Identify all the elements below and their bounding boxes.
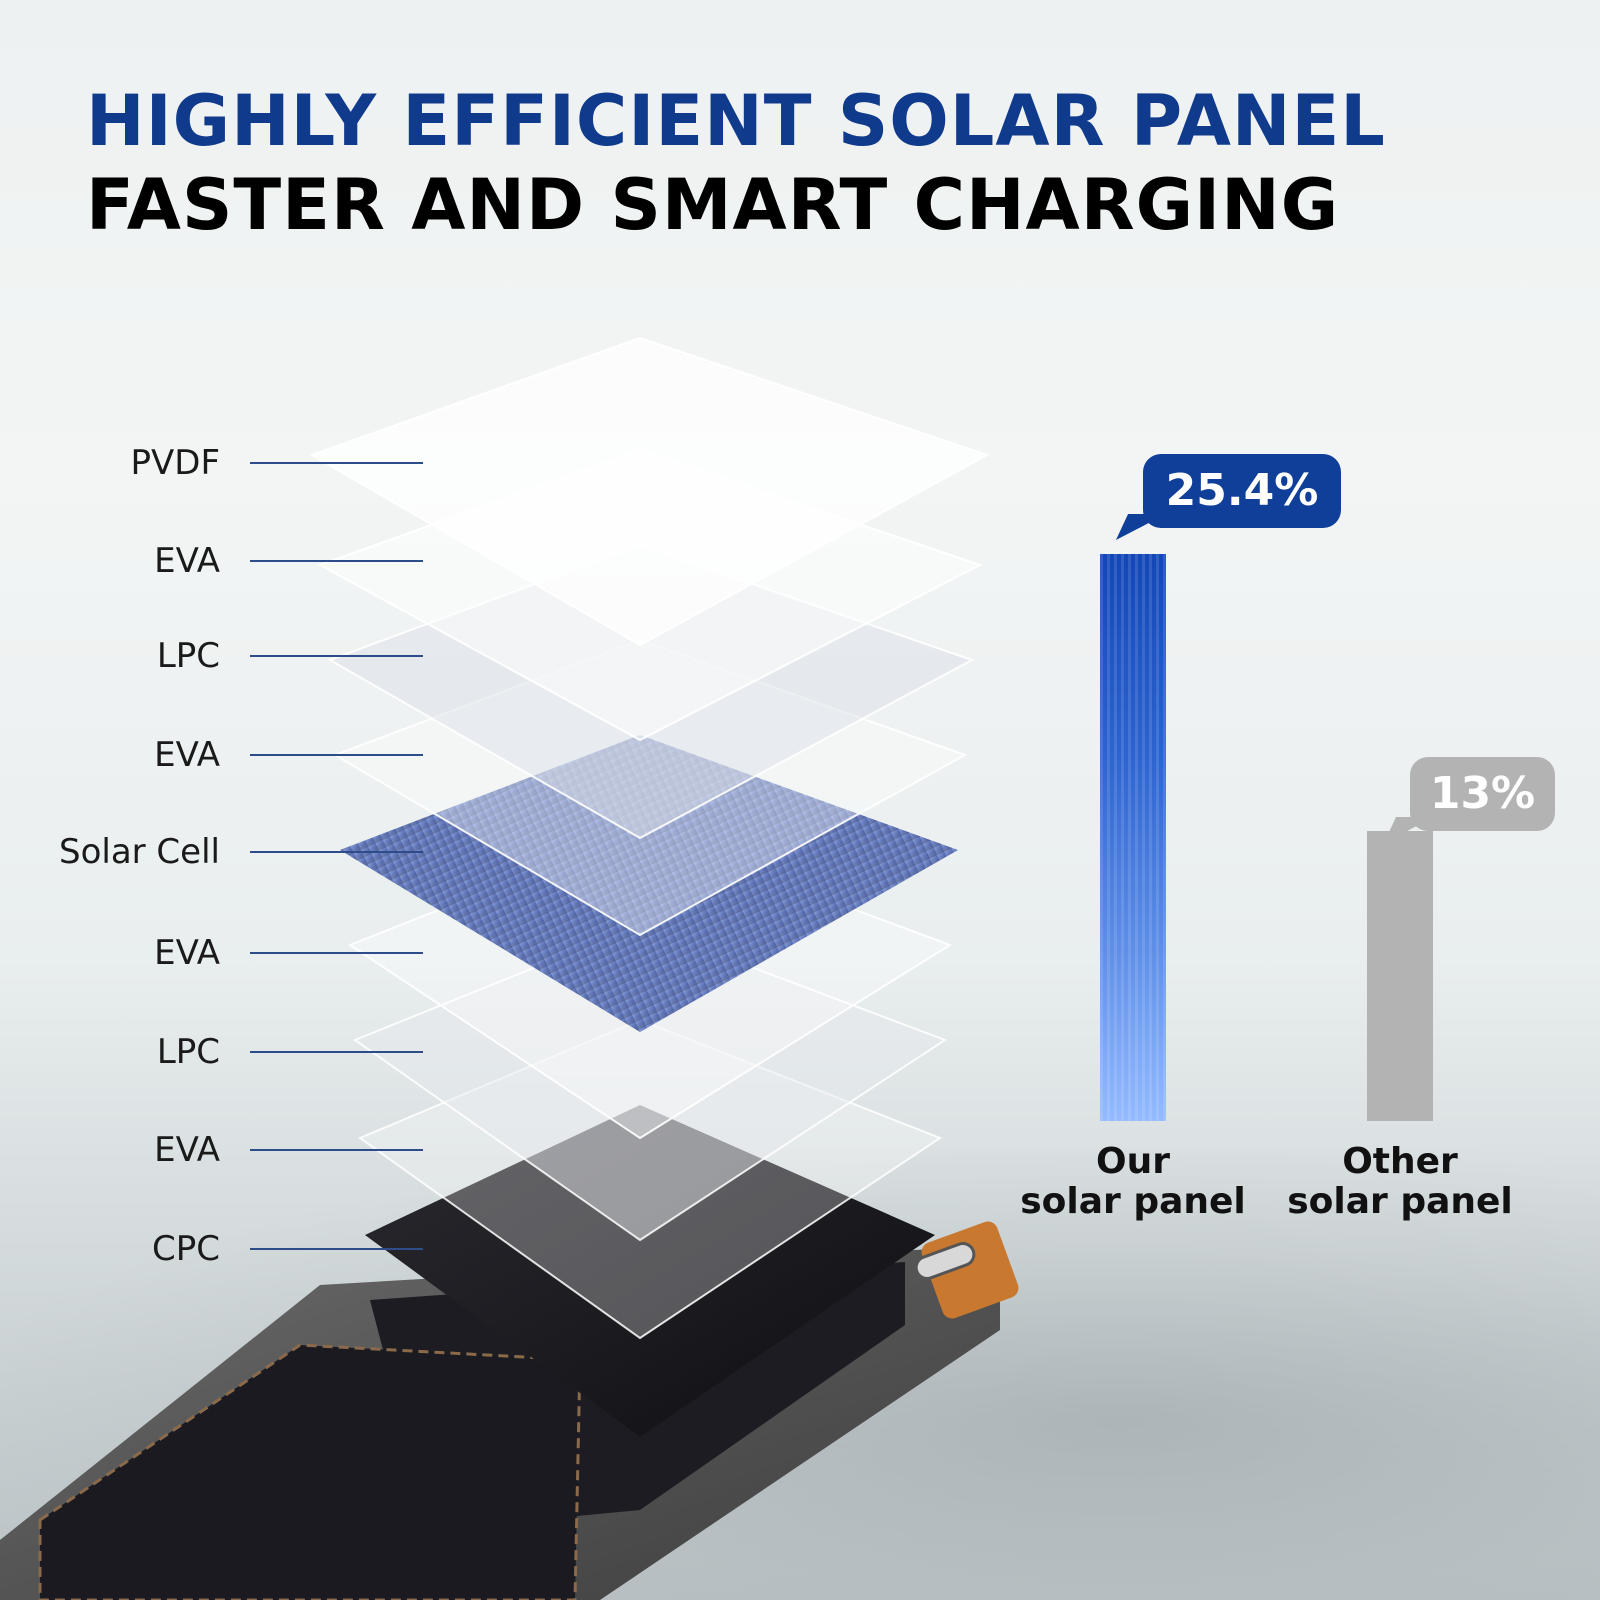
leader-line	[250, 1149, 423, 1151]
leader-line	[250, 1051, 423, 1053]
category-label-our-solar-panel: Our solar panel	[1003, 1142, 1263, 1222]
leader-line	[250, 952, 423, 954]
headline-primary: HIGHLY EFFICIENT SOLAR PANEL	[86, 80, 1386, 162]
layer-eva-4	[357, 1018, 943, 1340]
layer-pvdf	[309, 336, 990, 647]
layer-label-eva: EVA	[154, 541, 220, 581]
layer-label-solar-cell: Solar Cell	[58, 832, 220, 872]
layer-label-eva: EVA	[154, 933, 220, 973]
layer-label-pvdf: PVDF	[130, 443, 221, 483]
layer-solar-cell	[340, 735, 958, 1032]
category-label-other-line1: Other	[1342, 1141, 1458, 1182]
category-label-our-line2: solar panel	[1020, 1181, 1246, 1222]
layer-label-cpc: CPC	[152, 1229, 220, 1269]
value-label-our-solar-panel: 25.4%	[1143, 454, 1341, 528]
category-label-other-solar-panel: Other solar panel	[1270, 1142, 1530, 1222]
leader-line	[250, 851, 423, 853]
leader-line	[250, 560, 423, 562]
layer-label-eva: EVA	[154, 1130, 220, 1170]
leader-line	[250, 1248, 423, 1250]
headline-secondary: FASTER AND SMART CHARGING	[86, 164, 1340, 246]
leader-line	[250, 655, 423, 657]
layer-label-lpc: LPC	[156, 1032, 220, 1072]
bar-other-solar-panel	[1367, 831, 1433, 1121]
leader-line	[250, 754, 423, 756]
bar-our-solar-panel	[1100, 554, 1166, 1121]
layer-label-eva: EVA	[154, 735, 220, 775]
layer-label-lpc: LPC	[156, 636, 220, 676]
category-label-our-line1: Our	[1096, 1141, 1170, 1182]
value-label-other-solar-panel: 13%	[1410, 757, 1555, 831]
layer-cpc	[365, 1105, 935, 1437]
category-label-other-line2: solar panel	[1287, 1181, 1513, 1222]
leader-line	[250, 462, 423, 464]
